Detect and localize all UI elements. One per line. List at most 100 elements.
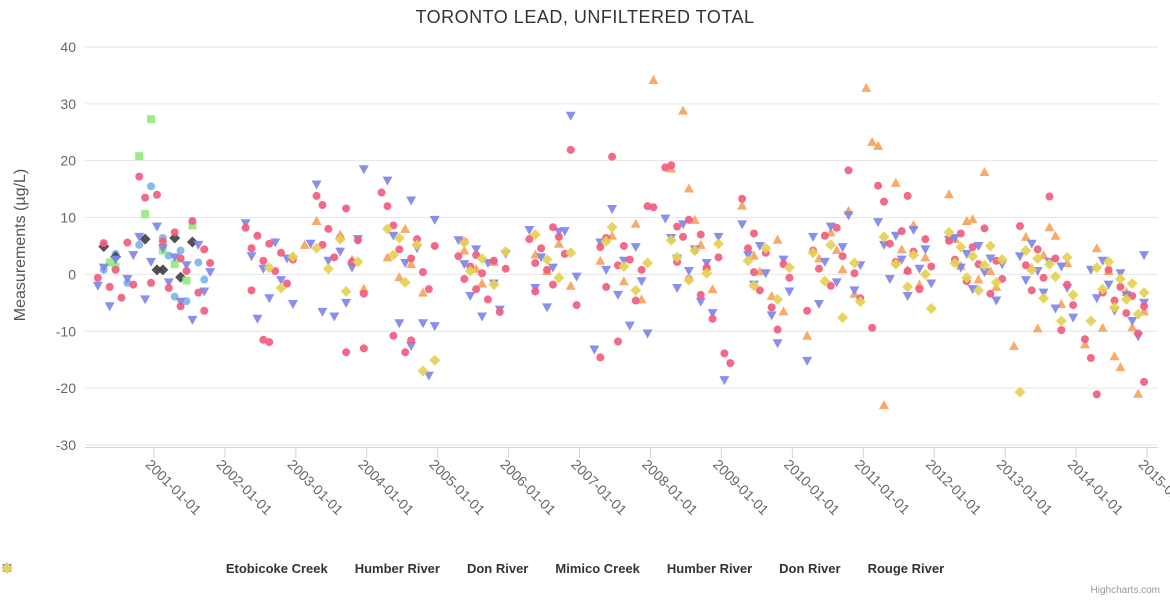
data-point[interactable]: [158, 237, 167, 246]
data-point[interactable]: [595, 255, 606, 265]
data-point[interactable]: [181, 261, 192, 271]
data-point[interactable]: [147, 115, 156, 124]
data-point[interactable]: [927, 262, 936, 271]
data-point[interactable]: [1103, 256, 1115, 268]
data-point[interactable]: [683, 274, 695, 286]
data-point[interactable]: [1026, 264, 1038, 276]
data-point[interactable]: [625, 255, 634, 264]
data-point[interactable]: [1139, 251, 1150, 261]
data-point[interactable]: [671, 251, 683, 263]
data-point[interactable]: [169, 232, 181, 244]
data-point[interactable]: [151, 264, 163, 276]
data-point[interactable]: [986, 289, 995, 298]
legend-item-5-don-river[interactable]: Don River: [3, 561, 841, 576]
data-point[interactable]: [1032, 252, 1044, 264]
data-point[interactable]: [742, 255, 754, 267]
data-point[interactable]: [630, 284, 642, 296]
data-point[interactable]: [1043, 258, 1055, 270]
data-point[interactable]: [919, 268, 931, 280]
data-point[interactable]: [253, 231, 262, 240]
data-point[interactable]: [744, 244, 753, 253]
data-point[interactable]: [637, 265, 646, 274]
data-point[interactable]: [388, 231, 399, 241]
data-point[interactable]: [1015, 222, 1024, 231]
data-point[interactable]: [399, 276, 411, 288]
data-point[interactable]: [896, 244, 907, 254]
data-point[interactable]: [1114, 273, 1126, 285]
data-point[interactable]: [170, 260, 179, 269]
data-point[interactable]: [122, 274, 133, 284]
data-point[interactable]: [1103, 280, 1114, 290]
data-point[interactable]: [334, 233, 346, 245]
data-point[interactable]: [618, 276, 629, 286]
data-point[interactable]: [1079, 339, 1090, 349]
data-point[interactable]: [980, 224, 989, 233]
data-point[interactable]: [472, 285, 481, 294]
data-point[interactable]: [340, 285, 352, 297]
data-point[interactable]: [311, 180, 322, 190]
data-point[interactable]: [885, 239, 894, 248]
data-point[interactable]: [247, 244, 256, 253]
data-point[interactable]: [614, 337, 623, 346]
data-point[interactable]: [684, 215, 693, 224]
data-point[interactable]: [945, 236, 954, 245]
data-point[interactable]: [93, 273, 102, 282]
data-point[interactable]: [110, 255, 121, 265]
data-point[interactable]: [1020, 231, 1031, 241]
data-point[interactable]: [915, 285, 924, 294]
data-point[interactable]: [772, 234, 783, 244]
data-point[interactable]: [949, 257, 961, 269]
data-point[interactable]: [624, 321, 635, 331]
data-point[interactable]: [1086, 353, 1095, 362]
data-point[interactable]: [458, 237, 470, 249]
data-point[interactable]: [1091, 294, 1102, 304]
data-point[interactable]: [531, 259, 540, 268]
data-point[interactable]: [1049, 271, 1061, 283]
legend-item-0-etobicoke-creek[interactable]: Etobicoke Creek: [3, 561, 328, 576]
data-point[interactable]: [602, 282, 611, 291]
data-point[interactable]: [342, 348, 351, 357]
data-point[interactable]: [299, 239, 310, 249]
data-point[interactable]: [157, 264, 169, 276]
data-point[interactable]: [454, 252, 463, 261]
data-point[interactable]: [206, 259, 215, 268]
data-point[interactable]: [726, 359, 735, 368]
data-point[interactable]: [1014, 386, 1026, 398]
data-point[interactable]: [547, 263, 558, 273]
data-point[interactable]: [819, 257, 830, 267]
data-point[interactable]: [282, 279, 291, 288]
data-point[interactable]: [478, 269, 487, 278]
data-point[interactable]: [819, 275, 831, 287]
data-point[interactable]: [707, 284, 718, 294]
data-point[interactable]: [358, 283, 369, 293]
data-point[interactable]: [890, 258, 902, 270]
data-point[interactable]: [352, 256, 364, 268]
data-point[interactable]: [943, 226, 955, 238]
data-point[interactable]: [955, 241, 967, 253]
data-point[interactable]: [985, 254, 996, 264]
data-point[interactable]: [867, 136, 878, 146]
data-point[interactable]: [358, 165, 369, 175]
data-point[interactable]: [689, 245, 701, 257]
data-point[interactable]: [1026, 239, 1037, 249]
data-point[interactable]: [1109, 351, 1120, 361]
data-point[interactable]: [270, 238, 281, 248]
data-point[interactable]: [1080, 335, 1089, 344]
data-point[interactable]: [489, 256, 498, 265]
data-point[interactable]: [1020, 245, 1032, 257]
data-point[interactable]: [348, 257, 357, 266]
data-point[interactable]: [500, 246, 512, 258]
data-point[interactable]: [802, 330, 813, 340]
data-point[interactable]: [105, 282, 114, 291]
data-point[interactable]: [141, 210, 150, 219]
data-point[interactable]: [926, 279, 937, 289]
data-point[interactable]: [712, 238, 724, 250]
data-point[interactable]: [252, 314, 263, 324]
data-point[interactable]: [240, 219, 251, 229]
data-point[interactable]: [453, 236, 464, 246]
data-point[interactable]: [1133, 388, 1144, 398]
data-point[interactable]: [264, 294, 275, 304]
data-point[interactable]: [920, 252, 931, 262]
data-point[interactable]: [979, 268, 990, 278]
data-point[interactable]: [1051, 254, 1060, 263]
